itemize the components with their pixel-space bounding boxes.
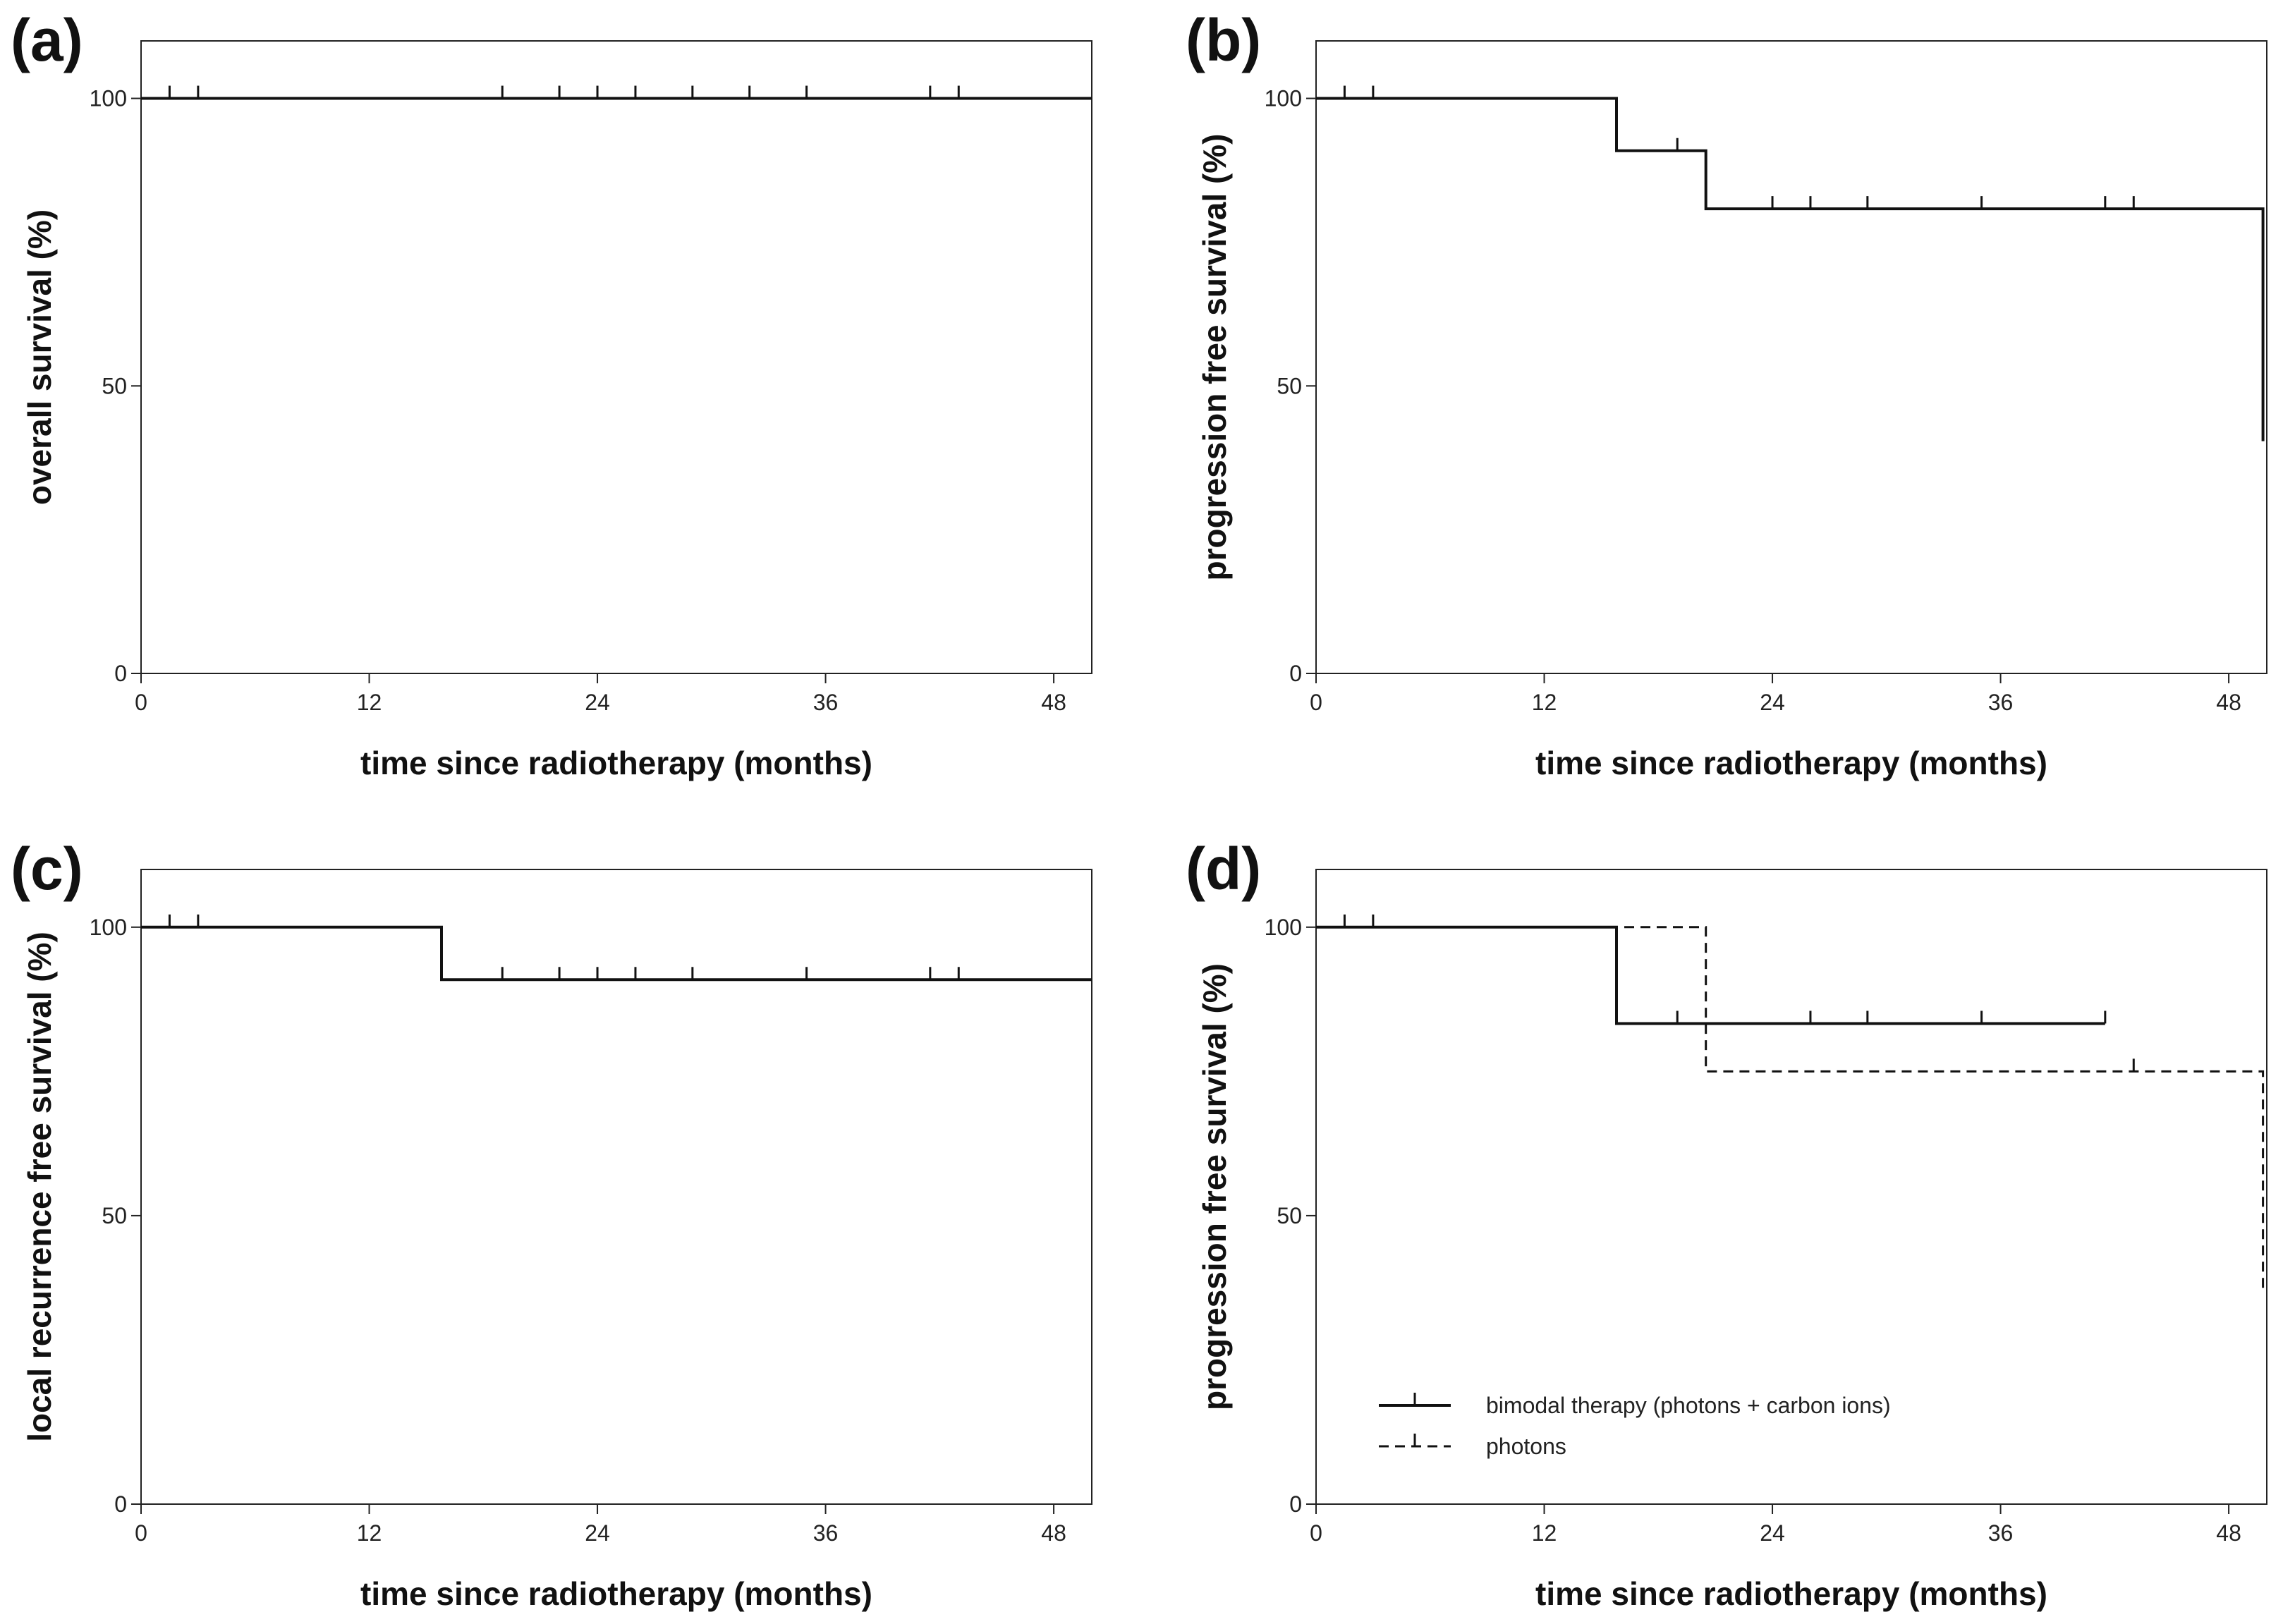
panel-label: (d) [1186,836,1261,902]
y-tick-label: 50 [1277,1203,1302,1228]
x-tick-label: 12 [1532,690,1557,715]
x-axis-label: time since radiotherapy (months) [360,1575,872,1612]
panel-d: (d) 0 12 24 36 48 0 50 100 time since radiotherap… [1186,836,2267,1612]
plot-frame [1315,40,2267,674]
y-axis-label: progression free survival (%) [1196,963,1233,1410]
x-tick-label: 36 [1988,1520,2014,1546]
x-axis-label: time since radiotherapy (months) [1535,745,2047,781]
x-tick-label: 12 [357,690,382,715]
x-tick-label: 0 [135,690,147,715]
panel-label: (b) [1186,7,1261,73]
x-tick-label: 0 [135,1520,147,1546]
x-tick-label: 48 [2216,690,2241,715]
x-tick-label: 0 [1310,1520,1322,1546]
x-tick-label: 48 [1041,690,1066,715]
y-tick-label: 50 [102,373,127,398]
y-tick-label: 0 [1289,661,1302,686]
panel-label: (c) [11,836,83,902]
y-tick-label: 0 [1289,1491,1302,1517]
y-tick-label: 100 [90,86,127,111]
plot-frame [140,40,1092,674]
y-tick-label: 50 [102,1203,127,1228]
panel-c: (c) 0 12 24 36 48 0 50 100 time since radiotherap… [11,836,1092,1612]
x-tick-label: 24 [1760,1520,1785,1546]
legend-label: bimodal therapy (photons + carbon ions) [1486,1393,1891,1418]
panel-b: (b) 0 12 24 36 48 0 50 100 time since radiotherap… [1186,7,2267,781]
y-tick-label: 0 [114,1491,127,1517]
y-axis-label: overall survival (%) [21,209,58,505]
y-tick-label: 100 [90,915,127,940]
x-tick-label: 24 [1760,690,1785,715]
series-line [1316,925,2105,1025]
panel-a: (a) 0 12 24 36 48 0 50 100 time since radiotherap… [11,7,1092,781]
legend-label: photons [1486,1434,1566,1459]
y-axis-label: progression free survival (%) [1196,134,1233,581]
plot-frame [1315,869,2267,1505]
x-tick-label: 0 [1310,690,1322,715]
y-tick-label: 100 [1265,86,1302,111]
x-axis-label: time since radiotherapy (months) [360,745,872,781]
x-tick-label: 24 [585,690,610,715]
x-tick-label: 36 [1988,690,2014,715]
x-tick-label: 36 [813,1520,839,1546]
y-axis-label: local recurrence free survival (%) [21,932,58,1442]
x-tick-label: 12 [357,1520,382,1546]
panel-label: (a) [11,7,83,73]
x-tick-label: 12 [1532,1520,1557,1546]
series-line-dashed [1316,926,2265,1288]
x-tick-label: 48 [2216,1520,2241,1546]
y-tick-label: 50 [1277,373,1302,398]
series-line [1316,97,2265,441]
y-tick-label: 100 [1265,915,1302,940]
x-tick-label: 48 [1041,1520,1066,1546]
x-tick-label: 36 [813,690,839,715]
plot-frame [140,869,1092,1505]
y-tick-label: 0 [114,661,127,686]
x-tick-label: 24 [585,1520,610,1546]
series-line [141,925,1092,982]
x-axis-label: time since radiotherapy (months) [1535,1575,2047,1612]
